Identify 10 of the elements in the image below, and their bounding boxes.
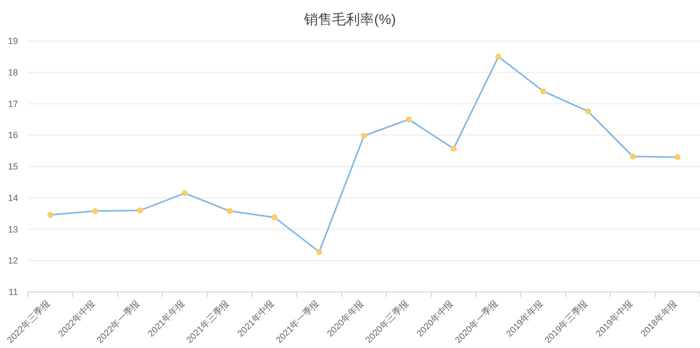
y-tick-label: 15 [8,162,18,172]
y-tick-label: 13 [8,224,18,234]
y-tick-label: 19 [8,36,18,46]
y-tick-label: 17 [8,98,18,109]
y-tick-label: 18 [8,67,18,78]
y-tick-label: 14 [8,192,18,203]
y-tick-label: 16 [8,130,18,140]
chart-title: 销售毛利率(%) [303,11,396,27]
y-tick-label: 11 [8,287,18,297]
y-tick-label: 12 [8,256,18,266]
